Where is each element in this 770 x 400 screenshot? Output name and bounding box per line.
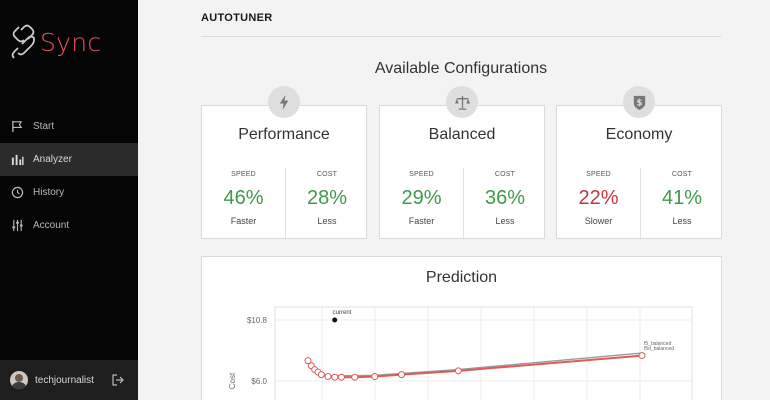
prediction-chart[interactable]: $10.8 $6.0 Cost current f5_balanced f5d_… — [202, 257, 723, 400]
sidebar-item-analyzer[interactable]: Analyzer — [0, 143, 138, 176]
avatar[interactable] — [10, 371, 28, 389]
config-card-balanced[interactable]: Balanced SPEED 29% Faster COST 36% Less — [379, 86, 546, 240]
card-title: Performance — [238, 126, 330, 143]
configurations-title: Available Configurations — [374, 60, 548, 77]
metric-value: 22% — [578, 187, 619, 209]
page-title: AUTOTUNER — [201, 12, 273, 24]
metric-value: 29% — [401, 187, 442, 209]
sidebar: Sync Start Analyzer History Account — [0, 0, 138, 400]
sidebar-item-label: Start — [33, 121, 55, 132]
lightning-icon — [268, 86, 300, 118]
logo[interactable]: Sync — [10, 24, 101, 60]
data-point — [351, 373, 359, 381]
flag-icon — [10, 120, 24, 134]
y-tick-label: $10.8 — [247, 316, 268, 325]
data-point — [317, 371, 325, 379]
data-point — [638, 352, 646, 360]
metric-value: 36% — [484, 187, 526, 209]
data-point — [324, 373, 332, 381]
current-label: current — [333, 310, 352, 316]
cost-metric: COST 41% Less — [640, 168, 723, 240]
dollar-shield-icon: $ — [623, 86, 655, 118]
metric-note: Faster — [230, 216, 257, 226]
chart-grid — [275, 307, 692, 400]
data-point — [331, 373, 339, 381]
prediction-title: Prediction — [425, 269, 498, 286]
config-card-economy[interactable]: $ Economy SPEED 22% Slower COST 41% Less — [556, 86, 723, 240]
sidebar-item-history[interactable]: History — [0, 176, 138, 209]
logo-text: Sync — [40, 27, 102, 57]
plot-area — [274, 306, 693, 400]
chart-series — [304, 317, 646, 381]
sidebar-item-label: Account — [33, 220, 70, 231]
speed-metric: SPEED 22% Slower — [557, 168, 640, 240]
speed-metric: SPEED 46% Faster — [202, 168, 285, 240]
title-divider — [201, 36, 721, 37]
data-point — [337, 373, 345, 381]
sidebar-item-start[interactable]: Start — [0, 110, 138, 143]
prediction-panel: Prediction $10.8 $6.0 Cost current f5_ba… — [201, 256, 722, 400]
metric-label: COST — [671, 171, 693, 178]
sidebar-item-label: Analyzer — [33, 154, 72, 165]
main-content: AUTOTUNER Available Configurations Perfo… — [138, 0, 770, 400]
metric-label: SPEED — [586, 171, 611, 178]
y-tick-label: $6.0 — [251, 377, 267, 386]
cost-metric: COST 36% Less — [463, 168, 546, 240]
sidebar-item-label: History — [33, 187, 65, 198]
data-point — [304, 357, 312, 365]
sidebar-item-account[interactable]: Account — [0, 209, 138, 242]
series-label: f5_balanced — [644, 341, 671, 347]
config-card-performance[interactable]: Performance SPEED 46% Faster COST 28% Le… — [201, 86, 368, 240]
speed-metric: SPEED 29% Faster — [380, 168, 463, 240]
series-label: f5d_balanced — [644, 346, 674, 352]
metric-note: Slower — [584, 216, 613, 226]
metric-label: COST — [316, 171, 338, 178]
data-point — [371, 373, 379, 381]
data-point — [398, 371, 406, 379]
clock-icon — [10, 186, 24, 200]
metric-value: 46% — [223, 187, 264, 209]
data-point — [454, 367, 462, 375]
metric-value: 28% — [306, 187, 348, 209]
chain-link-icon — [11, 24, 35, 59]
metric-label: SPEED — [409, 171, 434, 178]
series-line-gray — [328, 352, 643, 377]
metric-label: SPEED — [231, 171, 256, 178]
card-title: Balanced — [428, 126, 496, 143]
sliders-icon — [10, 219, 24, 233]
metric-label: COST — [494, 171, 516, 178]
user-bar: techjournalist — [0, 360, 138, 400]
cost-metric: COST 28% Less — [285, 168, 368, 240]
metric-note: Faster — [408, 216, 435, 226]
y-axis-label: Cost — [228, 372, 237, 389]
bar-chart-icon — [10, 153, 24, 167]
metric-value: 41% — [661, 187, 703, 209]
metric-note: Less — [317, 216, 337, 226]
card-title: Economy — [605, 126, 673, 143]
logout-icon[interactable] — [112, 373, 126, 387]
svg-text:$: $ — [636, 98, 642, 108]
sidebar-nav: Start Analyzer History Account — [0, 110, 138, 242]
metric-note: Less — [495, 216, 515, 226]
username: techjournalist — [35, 374, 94, 386]
scale-icon — [446, 86, 478, 118]
current-point — [332, 317, 338, 323]
metric-note: Less — [672, 216, 692, 226]
